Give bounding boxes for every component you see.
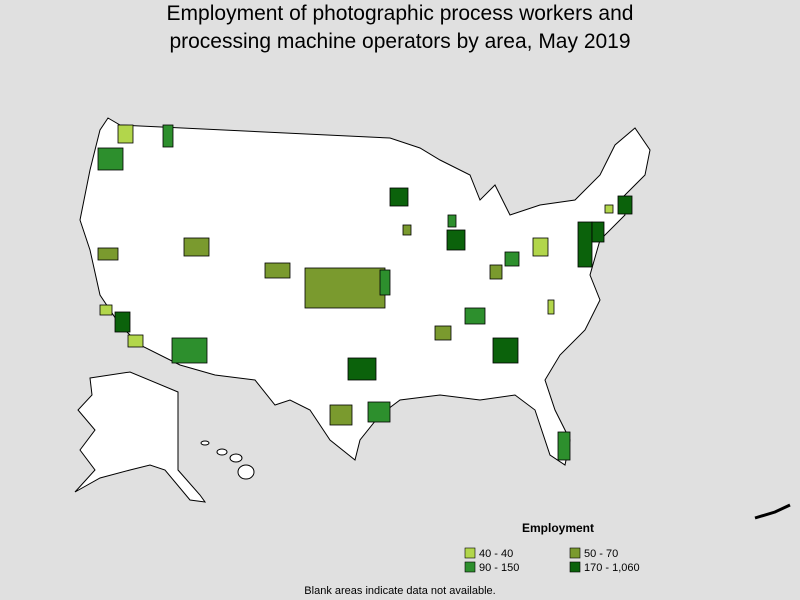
area: [604, 204, 614, 214]
area: [114, 311, 131, 333]
area: [97, 147, 124, 171]
legend-label: 40 - 40: [479, 548, 513, 560]
area: [577, 221, 593, 268]
area: [489, 264, 503, 280]
hawaii-island: [229, 453, 243, 463]
area: [446, 229, 466, 251]
footnote: Blank areas indicate data not available.: [304, 585, 495, 597]
legend-swatch: [569, 547, 581, 559]
area: [162, 124, 174, 148]
area: [492, 337, 519, 364]
area: [434, 325, 452, 341]
legend-title: Employment: [522, 521, 594, 535]
area: [347, 357, 377, 381]
area: [264, 262, 291, 279]
legend-swatch: [464, 561, 476, 573]
area: [304, 267, 386, 309]
area: [379, 269, 391, 296]
title-line: processing machine operators by area, Ma…: [169, 30, 630, 53]
hawaii-island: [200, 440, 210, 446]
legend-label: 50 - 70: [584, 548, 618, 560]
area: [504, 251, 520, 267]
area: [447, 214, 457, 228]
area: [617, 195, 633, 215]
hawaii-island: [237, 464, 255, 480]
area: [99, 304, 113, 316]
area: [402, 224, 412, 236]
area: [171, 337, 208, 364]
legend-swatch: [569, 561, 581, 573]
area: [557, 431, 571, 461]
title-line: Employment of photographic process worke…: [167, 2, 634, 25]
legend-label: 90 - 150: [479, 562, 519, 574]
puerto-rico: [754, 503, 791, 520]
area: [183, 237, 210, 257]
area: [97, 247, 119, 261]
area: [532, 237, 549, 257]
area: [464, 307, 486, 325]
legend-label: 170 - 1,060: [584, 562, 640, 574]
area: [389, 187, 409, 207]
area: [127, 334, 144, 348]
area: [547, 299, 555, 315]
legend: Employment 40 - 40 50 - 70 90 - 150 170 - 1…: [464, 521, 640, 574]
area: [117, 124, 134, 144]
area: [367, 401, 391, 423]
area: [329, 404, 353, 426]
hawaii-island: [216, 448, 228, 456]
shaded-areas: [97, 124, 633, 461]
area: [591, 221, 605, 243]
legend-swatch: [464, 547, 476, 559]
alaska-outline: [74, 371, 207, 503]
